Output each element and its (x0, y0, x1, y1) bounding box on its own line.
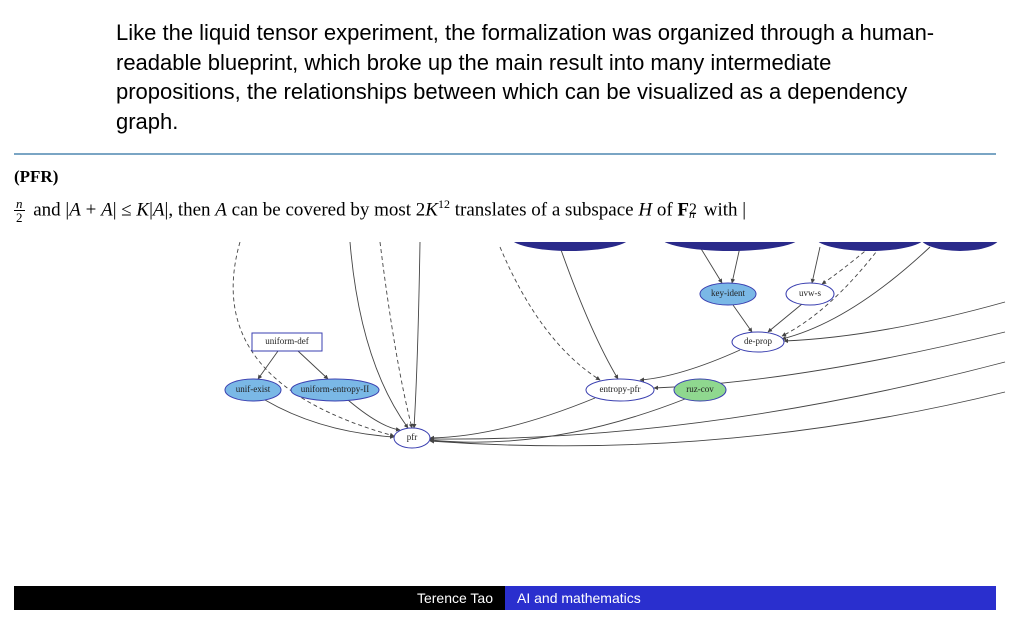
math-statement: n 2 and |A + A| ≤ K|A|, then A can be co… (0, 197, 1010, 242)
graph-offscreen-node (660, 242, 800, 251)
section-divider (14, 153, 996, 155)
graph-node-label: uniform-def (265, 336, 308, 346)
math-F-sub: 2 (689, 201, 697, 219)
math-text: of (652, 199, 677, 220)
graph-offscreen-node (815, 242, 925, 251)
graph-edge (430, 362, 1005, 439)
graph-node-label: unif-exist (236, 384, 271, 394)
graph-edge (640, 350, 740, 380)
frac-denominator: 2 (14, 211, 25, 224)
graph-edge (414, 242, 420, 428)
pfr-heading: (PFR) (0, 161, 1010, 197)
math-A: A (153, 199, 165, 220)
footer-title: AI and mathematics (505, 586, 996, 610)
graph-node-label: pfr (407, 432, 418, 442)
graph-offscreen-node (920, 242, 1000, 251)
graph-node-label: key-ident (711, 288, 745, 298)
graph-edge (732, 247, 740, 283)
graph-edge (258, 351, 278, 379)
math-A: A (215, 199, 227, 220)
graph-edge (500, 247, 600, 380)
graph-node-label: ruz-cov (686, 384, 714, 394)
math-text: | ≤ (113, 199, 137, 220)
math-A: A (69, 199, 81, 220)
graph-offscreen-node (510, 242, 630, 251)
graph-edge (733, 305, 752, 332)
math-K: K (425, 199, 438, 220)
math-text: with | (699, 199, 746, 220)
intro-paragraph: Like the liquid tensor experiment, the f… (0, 0, 1010, 149)
math-text: and | (29, 199, 70, 220)
graph-edge (700, 247, 722, 283)
graph-edge (560, 247, 618, 379)
graph-edge (348, 400, 400, 430)
graph-edge (812, 247, 820, 283)
math-text: |, then (165, 199, 216, 220)
footer-bar: Terence Tao AI and mathematics (14, 586, 996, 610)
graph-edge (380, 242, 412, 428)
graph-node-label: de-prop (744, 336, 772, 346)
footer-author: Terence Tao (14, 586, 505, 610)
frac-numerator: n (14, 197, 25, 211)
math-exponent: 12 (438, 197, 450, 211)
math-A: A (101, 199, 113, 220)
graph-edge (265, 400, 394, 437)
graph-node-label: entropy-pfr (600, 384, 641, 394)
math-F: F (677, 199, 689, 220)
graph-node-label: uvw-s (799, 288, 821, 298)
graph-node-label: uniform-entropy-II (301, 384, 369, 394)
math-text: + (81, 199, 101, 220)
graph-edge (784, 302, 1005, 341)
math-H: H (638, 199, 652, 220)
graph-edge (430, 398, 595, 438)
graph-edge (822, 247, 870, 284)
math-text: can be covered by most 2 (227, 199, 425, 220)
math-text: translates of a subspace (450, 199, 638, 220)
graph-svg: uniform-def unif-exist uniform-entropy-II k… (0, 242, 1010, 502)
dependency-graph: uniform-def unif-exist uniform-entropy-II k… (0, 242, 1010, 502)
graph-edge (350, 242, 408, 428)
math-K: K (136, 199, 149, 220)
graph-edge (298, 351, 328, 379)
graph-edge (768, 304, 802, 332)
